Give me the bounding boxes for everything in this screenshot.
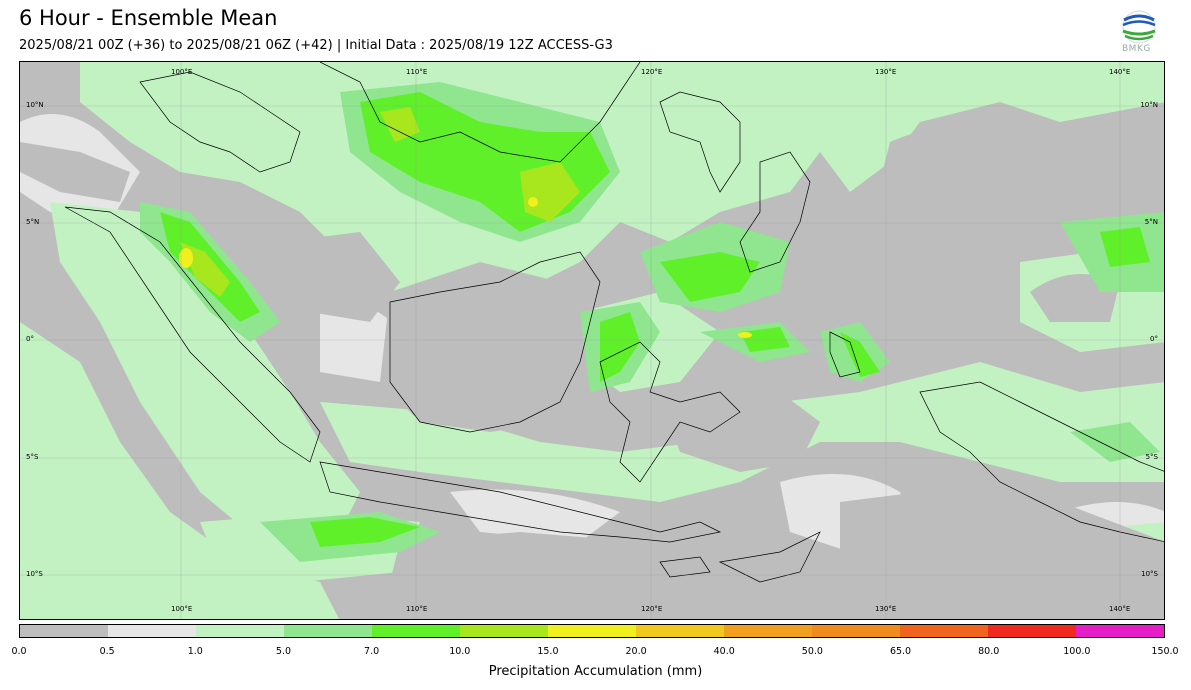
lon-label-top: 130°E: [875, 68, 897, 76]
bmkg-logo: [1118, 10, 1160, 56]
logo-text: BMKG: [1122, 44, 1151, 54]
colorbar-tick-label: 100.0: [1063, 646, 1091, 657]
lat-label-right: 5°S: [1145, 453, 1158, 461]
lon-label-top: 140°E: [1109, 68, 1131, 76]
colorbar-tick-label: 5.0: [275, 646, 292, 657]
lon-label-bottom: 100°E: [171, 605, 193, 613]
colorbar-tick-label: 80.0: [978, 646, 1000, 657]
lon-label-top: 110°E: [406, 68, 428, 76]
colorbar-segment: [108, 625, 196, 637]
lat-label-left: 5°N: [26, 218, 40, 226]
lon-label-bottom: 110°E: [406, 605, 428, 613]
colorbar-label: Precipitation Accumulation (mm): [488, 664, 703, 679]
colorbar-segment: [20, 625, 108, 637]
colorbar-tick-label: 0.5: [99, 646, 115, 657]
colorbar-segment: [812, 625, 900, 637]
colorbar-tick-label: 20.0: [625, 646, 647, 657]
page-title: 6 Hour - Ensemble Mean: [19, 6, 278, 30]
colorbar-tick-label: 40.0: [713, 646, 735, 657]
lat-label-right: 10°N: [1140, 101, 1158, 109]
colorbar-segment: [548, 625, 636, 637]
colorbar-segment: [636, 625, 724, 637]
precipitation-colorbar: [19, 624, 1165, 638]
colorbar-segment: [988, 625, 1076, 637]
lon-label-bottom: 120°E: [641, 605, 663, 613]
lat-label-left: 10°N: [26, 101, 44, 109]
colorbar-segment: [900, 625, 988, 637]
lat-label-right: 10°S: [1141, 570, 1158, 578]
colorbar-tick-label: 0.0: [11, 646, 27, 657]
colorbar-segment: [724, 625, 812, 637]
colorbar-tick-label: 150.0: [1151, 646, 1179, 657]
colorbar-tick-label: 50.0: [801, 646, 823, 657]
precipitation-map: 100°E 110°E 120°E 130°E 140°E 100°E 110°…: [19, 61, 1165, 620]
colorbar-segment: [1076, 625, 1164, 637]
colorbar-tick-label: 1.0: [187, 646, 203, 657]
map-canvas: [20, 62, 1164, 619]
colorbar-segment: [284, 625, 372, 637]
colorbar-segment: [460, 625, 548, 637]
lat-label-left: 10°S: [26, 570, 43, 578]
lon-label-top: 120°E: [641, 68, 663, 76]
colorbar-tick-label: 65.0: [889, 646, 912, 657]
colorbar-tick-label: 15.0: [537, 646, 559, 657]
lat-label-left: 0°: [26, 335, 34, 343]
lat-label-right: 5°N: [1144, 218, 1158, 226]
colorbar-segment: [372, 625, 460, 637]
lat-label-left: 5°S: [26, 453, 39, 461]
lon-label-top: 100°E: [171, 68, 193, 76]
page-subtitle: 2025/08/21 00Z (+36) to 2025/08/21 06Z (…: [19, 38, 613, 53]
lat-label-right: 0°: [1150, 335, 1158, 343]
lon-label-bottom: 130°E: [875, 605, 897, 613]
lon-label-bottom: 140°E: [1109, 605, 1131, 613]
colorbar-tick-label: 10.0: [449, 646, 471, 657]
colorbar-segment: [196, 625, 284, 637]
colorbar-tick-label: 7.0: [364, 646, 380, 657]
